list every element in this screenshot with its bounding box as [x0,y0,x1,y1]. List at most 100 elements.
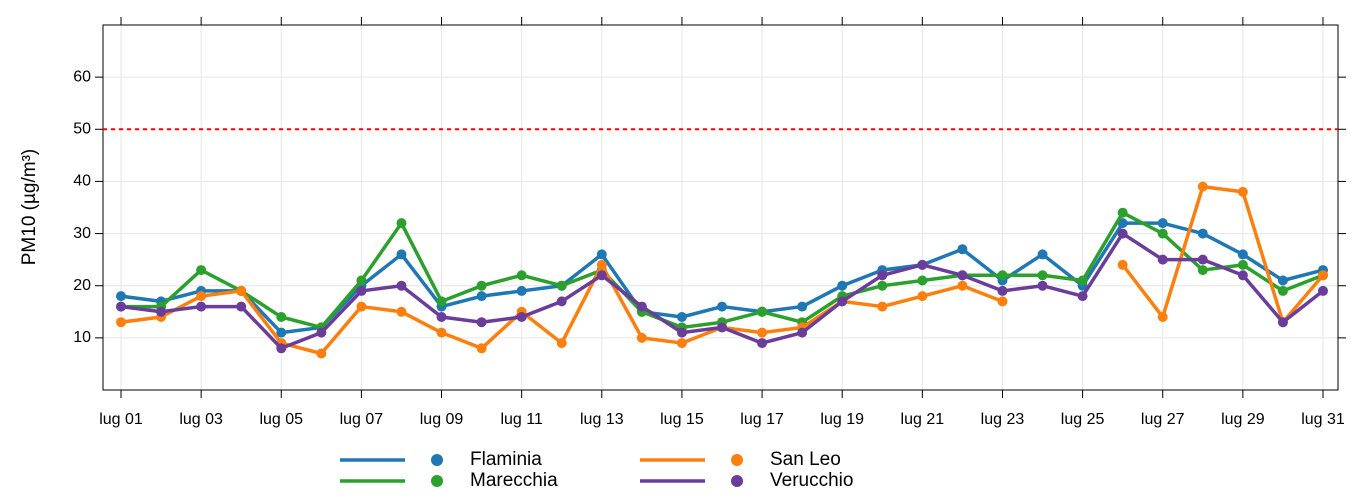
data-point [636,332,647,343]
data-point [516,285,527,296]
data-point [116,301,126,312]
data-point [476,343,487,354]
data-point [837,280,848,291]
data-point [957,270,968,281]
x-tick-label: lug 03 [179,411,223,428]
x-tick-label: lug 11 [500,411,543,428]
data-point [797,327,808,338]
data-point [236,301,247,312]
legend-label: Flaminia [470,449,542,470]
data-point [476,280,487,291]
data-point [1197,181,1208,192]
data-point [1237,270,1248,281]
y-tick-label: 20 [73,277,91,294]
x-tick-label: lug 29 [1221,411,1265,428]
data-point [997,296,1008,307]
legend-marker [431,475,443,487]
x-tick-label: lug 05 [259,411,303,428]
data-point [236,285,247,296]
y-tick-label: 30 [73,225,91,242]
legend-label: San Leo [770,449,841,470]
data-point [757,338,768,349]
data-point [476,317,487,328]
data-point [276,343,287,354]
data-point [556,296,567,307]
data-point [676,312,687,322]
x-tick-label: lug 19 [820,411,864,428]
x-tick-label: lug 01 [99,411,143,428]
data-point [396,306,407,317]
data-point [917,259,928,270]
data-point [516,270,527,281]
data-point [596,249,607,260]
data-point [436,296,447,307]
data-point [1157,312,1168,322]
data-point [436,327,447,338]
data-point [757,306,768,317]
data-point [1197,265,1208,276]
data-point [276,327,287,338]
plot-frame [102,24,1339,391]
data-point [596,259,607,270]
data-point [1117,207,1128,218]
data-point [356,301,367,312]
data-point [837,296,848,307]
legend-marker [731,475,743,487]
y-tick-label: 40 [73,173,91,190]
data-point [1037,270,1048,281]
data-point [1037,249,1048,260]
y-tick-label: 50 [73,121,91,138]
data-point [116,317,126,328]
legend-label: Marecchia [470,470,558,490]
data-point [1277,275,1288,286]
data-point [1157,254,1168,265]
x-tick-label: lug 07 [340,411,384,428]
data-point [1197,228,1208,239]
legend-label: Verucchio [770,470,853,490]
data-point [1277,285,1288,296]
x-tick-label: lug 21 [901,411,945,428]
x-tick-label: lug 27 [1141,411,1185,428]
data-point [997,270,1008,281]
y-tick-label: 60 [73,68,91,85]
data-point [356,275,367,286]
data-point [276,312,287,322]
data-point [1237,186,1248,197]
data-point [1077,275,1088,286]
data-point [1077,291,1088,302]
legend-marker [431,454,443,466]
data-point [396,280,407,291]
data-point [797,301,808,312]
y-axis-label: PM10 (µg/m³) [19,149,40,266]
data-point [356,285,367,296]
data-point [196,291,207,302]
data-point [757,327,768,338]
data-point [997,285,1008,296]
data-point [676,327,687,338]
data-point [316,327,327,338]
x-tick-label: lug 09 [420,411,464,428]
data-point [1237,249,1248,260]
data-point [1318,285,1328,296]
data-point [156,306,167,317]
data-point [116,291,126,302]
data-point [957,244,968,255]
x-tick-label: lug 25 [1061,411,1105,428]
x-tick-label: lug 31 [1301,411,1345,428]
data-point [877,270,888,281]
data-point [1197,254,1208,265]
data-point [196,265,207,276]
data-point [1318,270,1328,281]
data-point [1117,259,1128,270]
data-point [516,312,527,322]
data-point [877,280,888,291]
data-point [957,280,968,291]
data-point [717,301,727,312]
data-point [596,270,607,281]
data-point [556,338,567,349]
data-point [1117,218,1128,229]
data-point [476,291,487,302]
data-point [316,348,327,359]
legend-marker [731,454,743,466]
